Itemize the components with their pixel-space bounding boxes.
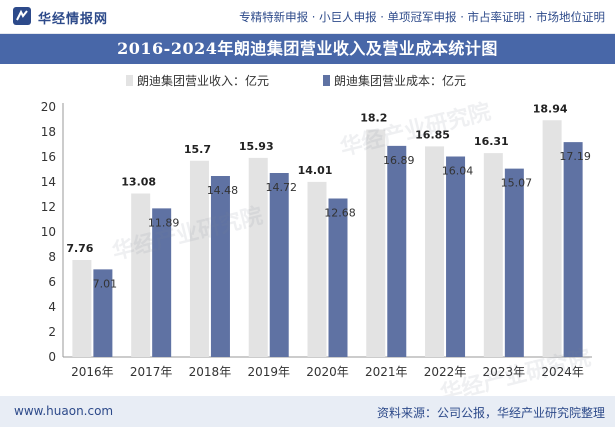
y-tick-label: 2: [48, 325, 56, 339]
y-tick-label: 14: [41, 175, 56, 189]
y-tick-label: 6: [48, 275, 56, 289]
x-tick-label: 2020年: [306, 365, 349, 379]
footer-source: 资料来源：公司公报，华经产业研究院整理: [376, 406, 605, 420]
chart-title: 2016-2024年朗迪集团营业收入及营业成本统计图: [117, 39, 498, 58]
y-tick-label: 12: [41, 200, 56, 214]
legend-swatch-cost: [323, 75, 330, 86]
bar-cost: [446, 156, 466, 357]
legend-label-cost: 朗迪集团营业成本：亿元: [334, 74, 467, 88]
bar-cost: [328, 198, 348, 357]
data-label-revenue: 13.08: [121, 176, 156, 189]
data-label-cost: 14.48: [207, 184, 239, 197]
legend-swatch-revenue: [126, 75, 133, 86]
bar-revenue: [248, 157, 268, 357]
data-label-cost: 11.89: [148, 216, 180, 229]
title-bar: 2016-2024年朗迪集团营业收入及营业成本统计图: [0, 34, 615, 64]
data-label-revenue: 16.85: [415, 128, 450, 141]
logo-icon: [13, 7, 31, 25]
x-tick-label: 2017年: [130, 365, 173, 379]
data-label-cost: 15.07: [501, 177, 533, 190]
data-label-cost: 17.19: [559, 150, 591, 163]
data-label-cost: 7.01: [93, 277, 118, 290]
footer: www.huaon.com 资料来源：公司公报，华经产业研究院整理: [0, 396, 615, 427]
bar-revenue: [131, 193, 151, 357]
data-label-revenue: 15.93: [239, 140, 274, 153]
bar-revenue: [483, 153, 503, 357]
x-tick-label: 2024年: [541, 365, 584, 379]
y-tick-label: 18: [41, 125, 56, 139]
x-tick-label: 2018年: [189, 365, 232, 379]
bar-cost: [504, 168, 524, 357]
y-tick-label: 4: [48, 300, 56, 314]
x-tick-label: 2023年: [483, 365, 526, 379]
x-tick-label: 2016年: [71, 365, 114, 379]
bar-revenue: [189, 160, 209, 357]
y-tick-label: 8: [48, 250, 56, 264]
data-label-revenue: 16.31: [474, 135, 509, 148]
x-tick-label: 2019年: [247, 365, 290, 379]
bar-revenue: [366, 129, 386, 357]
legend-item-cost: 朗迪集团营业成本：亿元: [323, 72, 466, 89]
chart-legend: 朗迪集团营业收入：亿元 朗迪集团营业成本：亿元: [0, 72, 615, 90]
bar-revenue: [307, 181, 327, 357]
footer-website-link[interactable]: www.huaon.com: [14, 404, 114, 418]
data-label-cost: 12.68: [324, 207, 356, 220]
data-label-revenue: 18.94: [533, 102, 568, 115]
y-tick-label: 16: [41, 150, 56, 164]
data-label-cost: 14.72: [265, 181, 297, 194]
x-tick-label: 2021年: [365, 365, 408, 379]
legend-item-revenue: 朗迪集团营业收入：亿元: [126, 72, 269, 89]
bar-revenue: [542, 120, 562, 357]
data-label-revenue: 15.7: [184, 143, 211, 156]
data-label-revenue: 7.76: [66, 242, 93, 255]
bar-revenue: [72, 260, 92, 357]
data-label-revenue: 14.01: [298, 164, 333, 177]
data-label-cost: 16.89: [383, 154, 415, 167]
y-tick-label: 20: [41, 100, 56, 114]
bar-cost: [269, 173, 289, 357]
data-label-cost: 16.04: [442, 165, 474, 178]
bar-cost: [93, 269, 113, 357]
bar-cost: [387, 145, 407, 357]
bar-cost: [152, 208, 172, 357]
bar-chart: 0 2 4 6 8 10 12 14 16 18 20 2016年 7.76 7.01 2017年 13.08…: [41, 100, 592, 379]
y-tick-label: 10: [41, 225, 56, 239]
bar-revenue: [425, 146, 445, 357]
top-bar: 华经情报网 专精特新申报 · 小巨人申报 · 单项冠军申报 · 市占率证明 · …: [0, 0, 615, 34]
bar-cost: [210, 176, 230, 357]
data-label-revenue: 18.2: [360, 112, 387, 125]
x-tick-label: 2022年: [424, 365, 467, 379]
logo-text[interactable]: 华经情报网: [38, 12, 109, 27]
header-slogan: 专精特新申报 · 小巨人申报 · 单项冠军申报 · 市占率证明 · 市场地位证明: [239, 10, 605, 24]
bar-cost: [563, 142, 583, 357]
y-tick-label: 0: [48, 350, 56, 364]
legend-label-revenue: 朗迪集团营业收入：亿元: [137, 74, 270, 88]
